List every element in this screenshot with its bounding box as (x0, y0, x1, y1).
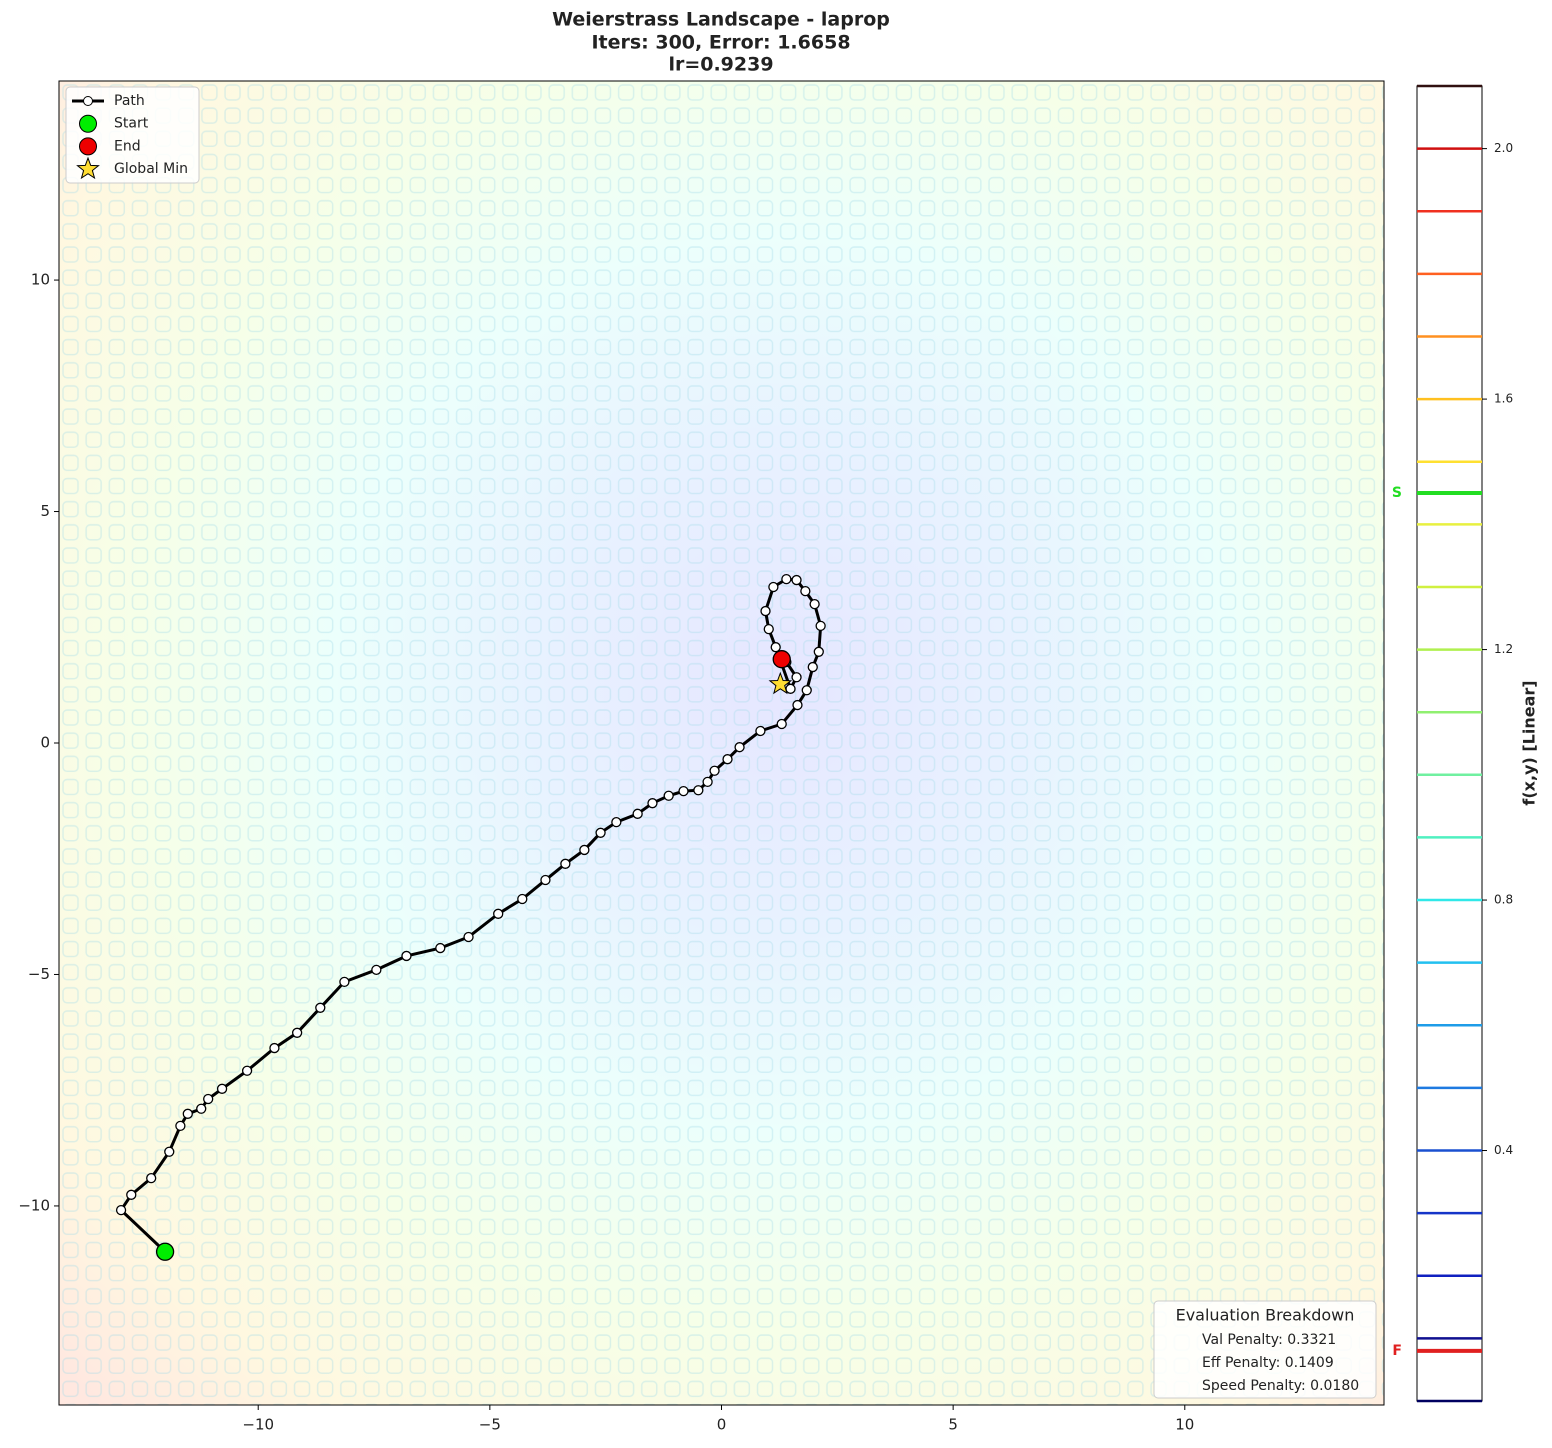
path-point (734, 742, 745, 753)
path-point (755, 725, 766, 737)
path-point (579, 844, 590, 856)
path-point (611, 817, 622, 828)
plot-area (115, 573, 826, 1261)
x-tick-label: 0 (717, 1416, 727, 1434)
path-point (269, 1042, 280, 1054)
path-point (678, 785, 689, 797)
chart-title: lr=0.9239 (668, 54, 773, 76)
legend-marker (79, 137, 97, 156)
path-point (632, 808, 643, 819)
legend-marker (79, 114, 97, 133)
y-tick-label: −10 (18, 1196, 50, 1214)
path-point (807, 661, 818, 673)
legend-label: Global Min (114, 161, 188, 177)
path-point (809, 598, 820, 610)
path-point (371, 964, 382, 975)
annotation-line: Eff Penalty: 0.1409 (1202, 1355, 1334, 1371)
path-point (182, 1108, 193, 1119)
x-tick-label: 5 (948, 1416, 958, 1434)
path-point (647, 798, 658, 809)
path-point (175, 1120, 186, 1131)
y-tick-label: −5 (28, 965, 50, 983)
path-point (463, 931, 474, 943)
colorbar-marker-label: S (1392, 485, 1402, 501)
legend-marker (83, 96, 93, 106)
path-point (164, 1146, 175, 1157)
texture (59, 81, 1384, 1405)
path-point (126, 1189, 137, 1200)
path-point (815, 620, 826, 632)
path-point (792, 699, 803, 711)
path-point (813, 646, 824, 657)
path-point (693, 785, 704, 796)
path-point (493, 908, 504, 919)
global-min (768, 671, 793, 695)
path-point (435, 942, 446, 954)
legend (65, 86, 200, 184)
marker-2 (772, 650, 791, 669)
annotation-line: Val Penalty: 0.3321 (1202, 1332, 1336, 1348)
colorbar-tick-label: 0.8 (1494, 893, 1513, 907)
path-point (663, 790, 674, 801)
chart-title: Iters: 300, Error: 1.6658 (591, 32, 850, 54)
path-point (115, 1204, 127, 1216)
path-point (722, 754, 733, 765)
path-point (801, 685, 812, 696)
annotation-box (1153, 1300, 1377, 1399)
path-point (768, 581, 779, 593)
colorbar-tick-label: 0.4 (1494, 1143, 1513, 1157)
path-point (763, 623, 774, 635)
path-point (702, 776, 713, 788)
path-point (540, 874, 551, 886)
x-tick-label: −5 (479, 1416, 501, 1434)
colorbar-marker-label: F (1392, 1343, 1402, 1359)
legend-label: Start (114, 116, 149, 132)
path-point (770, 642, 781, 653)
colorbar-tick-label: 1.2 (1494, 642, 1513, 656)
x-tick-label: 10 (1175, 1416, 1194, 1434)
path-point (560, 858, 571, 869)
path-point (196, 1103, 207, 1114)
path-point (776, 718, 787, 730)
path-point (785, 683, 796, 694)
path-point (241, 1065, 253, 1076)
y-tick-label: 5 (40, 502, 50, 520)
path-point (401, 950, 412, 962)
path-point (791, 672, 802, 683)
y-tick-label: 10 (31, 271, 50, 289)
path-point (800, 586, 811, 597)
legend-label: Path (114, 93, 145, 109)
legend-label: End (114, 138, 141, 154)
path-point (517, 893, 528, 905)
annotation-title: Evaluation Breakdown (1176, 1306, 1355, 1325)
path-point (291, 1027, 303, 1038)
annotation-line: Speed Penalty: 0.0180 (1202, 1378, 1359, 1394)
path-point (146, 1173, 157, 1184)
path-point (216, 1083, 228, 1094)
path-point (760, 605, 771, 617)
colorbar-label: f(x,y) [Linear] (1520, 680, 1539, 805)
y-tick-label: 0 (40, 734, 50, 752)
legend-marker (76, 156, 100, 180)
chart-title: Weierstrass Landscape - laprop (552, 9, 890, 31)
path-point (781, 573, 792, 585)
path-point (709, 765, 720, 776)
colorbar-tick-label: 2.0 (1494, 141, 1513, 155)
path-point (339, 976, 350, 988)
colorbar-tick-label: 1.6 (1494, 392, 1513, 406)
colorbar-frame (1416, 85, 1483, 1402)
path-point (315, 1002, 326, 1013)
path-point (595, 827, 606, 838)
x-tick-label: −10 (242, 1416, 274, 1434)
path-point (203, 1093, 214, 1105)
marker-1 (155, 1242, 175, 1261)
path-point (791, 574, 802, 586)
